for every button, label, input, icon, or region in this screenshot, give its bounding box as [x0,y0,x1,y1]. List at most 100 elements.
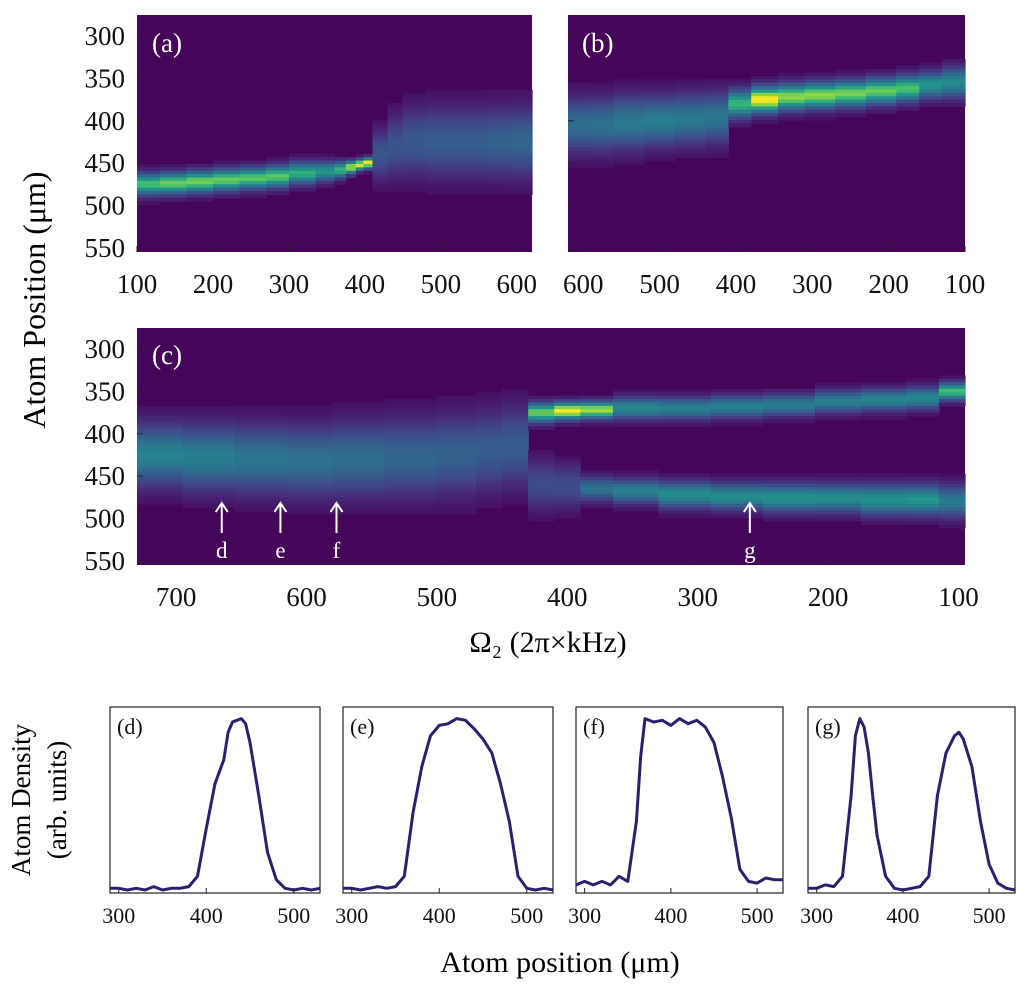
heatmap-cell-c-6 [436,426,477,431]
x-tick-label-b: 300 [792,269,833,299]
heatmap-cell-c-1 [182,493,236,498]
heatmap-cell-c-16 [815,483,862,488]
heatmap-cell-b-0 [568,99,592,104]
heatmap-cell-c-15 [762,504,816,509]
heatmap-cell-b-7 [751,99,779,104]
heatmap-cell-b-4 [674,116,707,121]
heatmap-cell-c-5 [384,432,438,437]
heatmap-cell-a-15 [425,143,457,148]
profile-line-e [343,717,554,892]
heatmap-cell-b-2 [613,130,645,135]
heatmap-cell-c-12 [612,422,660,427]
arrow-label-e: e [275,538,285,563]
heatmap-cell-c-0 [137,409,184,414]
heatmap-cell-c-18 [906,517,940,522]
heatmap-cell-a-7 [315,184,336,189]
heatmap-cell-a-7 [315,177,336,182]
heatmap-cell-c-9 [528,483,555,488]
heatmap-cell-a-11 [363,157,374,162]
arrow-label-d: d [216,538,228,563]
heatmap-cell-b-5 [705,153,729,158]
heatmap-cell-c-3 [286,405,334,410]
heatmap-cell-c-12 [612,470,660,475]
heatmap-cell-a-18 [509,167,533,172]
heatmap-cell-c-15 [762,517,816,522]
profile-line-f [575,717,783,887]
heatmap-cell-b-2 [613,143,645,148]
heatmap-cell-b-3 [644,143,676,148]
heatmap-cell-c-7 [476,419,503,424]
heatmap-cell-b-3 [644,150,676,155]
heatmap-cell-c-13 [658,493,712,498]
heatmap-cell-a-6 [288,187,317,192]
heatmap-cell-b-14 [942,96,966,101]
heatmap-cell-a-2 [186,194,214,199]
heatmap-cell-a-11 [363,170,374,175]
heatmap-cell-c-11 [580,476,614,481]
x-tick-label-d: 500 [277,903,310,928]
heatmap-cell-c-11 [580,412,614,417]
panel-label-e: (e) [350,714,374,739]
heatmap-cell-b-14 [942,103,966,108]
heatmap-cell-b-3 [644,79,676,84]
heatmap-cell-a-15 [425,177,457,182]
heatmap-cell-c-17 [860,514,907,519]
heatmap-cell-c-7 [476,439,503,444]
heatmap-cell-c-5 [384,500,438,505]
heatmap-cell-b-1 [590,130,615,135]
heatmap-cell-a-8 [334,160,347,165]
heatmap-cell-c-3 [286,480,334,485]
heatmap-cell-c-3 [286,473,334,478]
heatmap-cell-c-12 [612,419,660,424]
heatmap-cell-c-1 [182,473,236,478]
heatmap-cell-c-8 [502,395,529,400]
heatmap-cell-a-15 [425,170,457,175]
heatmap-cell-b-9 [804,92,836,97]
heatmap-cell-a-17 [486,103,510,108]
heatmap-cell-b-9 [804,72,836,77]
heatmap-cell-c-6 [436,436,477,441]
x-tick-label-c: 700 [156,582,197,612]
heatmap-cell-c-10 [554,514,581,519]
heatmap-cell-c-19 [938,473,966,478]
heatmap-cell-c-13 [658,388,712,393]
heatmap-cell-c-13 [658,422,712,427]
heatmap-cell-c-8 [502,422,529,427]
heatmap-cell-a-12 [372,123,389,128]
heatmap-cell-c-4 [332,409,386,414]
heatmap-cell-b-6 [728,86,752,91]
heatmap-cell-b-2 [613,82,645,87]
heatmap-cell-a-16 [456,116,488,121]
heatmap-cell-c-19 [938,504,966,509]
heatmap-cell-c-2 [234,476,288,481]
x-tick-label-d: 400 [190,903,223,928]
heatmap-cell-a-13 [387,113,404,118]
heatmap-cell-a-16 [456,163,488,168]
heatmap-cell-c-7 [476,463,503,468]
heatmap-cell-c-17 [860,483,907,488]
heatmap-cell-b-6 [728,96,752,101]
heatmap-cell-b-13 [919,62,943,67]
heatmap-cell-a-14 [402,109,427,114]
heatmap-cell-a-7 [315,153,336,158]
heatmap-cell-c-13 [658,504,712,509]
heatmap-cell-c-10 [554,466,581,471]
x-tick-label-c: 100 [938,582,979,612]
heatmap-cell-b-10 [835,96,867,101]
heatmap-cell-a-17 [486,170,510,175]
heatmap-cell-c-0 [137,439,184,444]
heatmap-cell-a-2 [186,170,214,175]
heatmap-cell-b-2 [613,126,645,131]
heatmap-cell-c-6 [436,439,477,444]
y-tick-label-c: 350 [85,376,126,406]
heatmap-cell-b-2 [613,133,645,138]
heatmap-cell-a-0 [137,180,161,185]
heatmap-cell-a-18 [509,191,533,196]
heatmap-cell-c-0 [137,490,184,495]
arrows-c: d e f g [214,501,757,563]
heatmap-cell-c-17 [860,409,907,414]
x-tick-label-b: 200 [868,269,909,299]
heatmap-cell-c-9 [528,487,555,492]
heatmap-cell-c-0 [137,476,184,481]
heatmap-cell-c-8 [502,466,529,471]
